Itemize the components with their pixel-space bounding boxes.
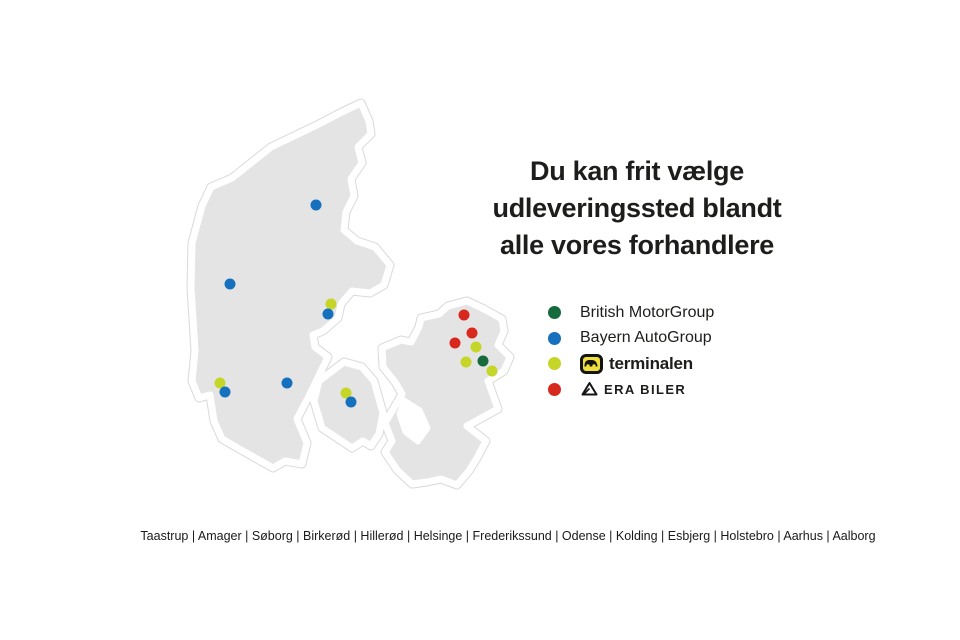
terminalen-car-icon xyxy=(580,353,603,374)
dealer-dot-terminalen xyxy=(486,365,498,377)
legend-item-era-biler: ERA BILER xyxy=(548,377,714,403)
dealer-dot-terminalen xyxy=(340,387,352,399)
era-biler-dot-icon xyxy=(548,382,561,396)
legend-label: British MotorGroup xyxy=(580,303,715,321)
era-triangle-icon xyxy=(581,382,598,396)
dealer-dot-terminalen xyxy=(470,341,482,353)
dealer-dot-bayern-autogroup xyxy=(345,396,357,408)
british-motorgroup-dot-icon xyxy=(548,306,561,320)
dealer-dot-terminalen xyxy=(325,298,337,310)
legend-item-bayern-autogroup: Bayern AutoGroup xyxy=(548,326,714,352)
dealer-dot-terminalen xyxy=(460,356,472,368)
terminalen-dot-icon xyxy=(548,357,561,371)
dealer-dot-bayern-autogroup xyxy=(322,308,334,320)
map-dots xyxy=(214,199,498,408)
legend-label: terminalen xyxy=(609,353,693,373)
dealer-dot-bayern-autogroup xyxy=(219,386,231,398)
dealer-dot-era-biler xyxy=(449,337,461,349)
legend-label: Bayern AutoGroup xyxy=(580,329,712,347)
legend-item-terminalen: terminalen xyxy=(548,351,714,377)
headline-line-1: Du kan frit vælge xyxy=(530,156,744,186)
page-title: Du kan frit vælge udleveringssted blandt… xyxy=(437,153,837,264)
zealand-bay xyxy=(396,397,431,445)
legend-item-british-motorgroup: British MotorGroup xyxy=(548,300,714,326)
dealer-dot-terminalen xyxy=(214,377,226,389)
headline-line-2: udleveringssted blandt xyxy=(492,193,782,223)
cities-list: Taastrup | Amager | Søborg | Birkerød | … xyxy=(140,529,876,543)
dealer-dot-bayern-autogroup xyxy=(224,278,236,290)
dealer-dot-bayern-autogroup xyxy=(281,377,293,389)
dealer-dot-era-biler xyxy=(466,327,478,339)
headline-line-3: alle vores forhandlere xyxy=(499,230,774,260)
dealer-dot-bayern-autogroup xyxy=(310,199,322,211)
dealer-legend: British MotorGroup Bayern AutoGroup term… xyxy=(548,300,714,402)
bayern-autogroup-dot-icon xyxy=(548,331,561,345)
dealer-dot-era-biler xyxy=(458,309,470,321)
dealer-dot-british-motorgroup xyxy=(477,355,489,367)
legend-label: ERA BILER xyxy=(604,381,687,397)
